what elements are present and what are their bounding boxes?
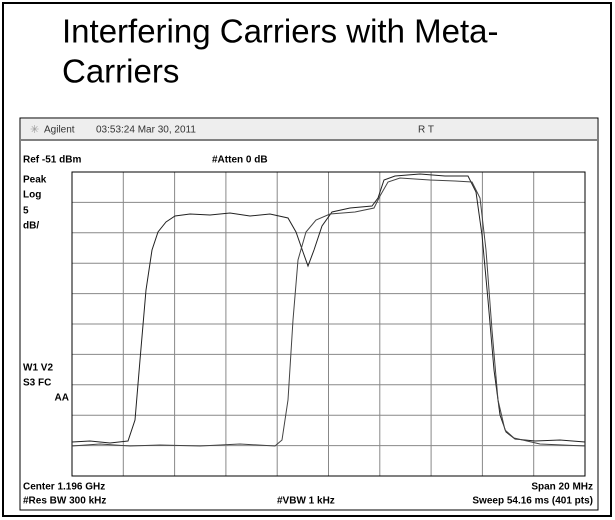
plot-frame <box>71 171 586 477</box>
screenshot-frame <box>19 117 599 511</box>
brand: Agilent <box>44 125 75 136</box>
brand-icon: ✳ <box>30 124 39 136</box>
ref-level: Ref -51 dBm <box>23 155 81 166</box>
side-label: dB/ <box>23 221 39 232</box>
vbw: #VBW 1 kHz <box>277 496 335 507</box>
side-label: Log <box>23 190 41 201</box>
side-label: 5 <box>23 206 29 217</box>
graticule <box>72 172 585 476</box>
sweep: Sweep 54.16 ms (401 pts) <box>472 496 593 507</box>
marker-label: AA <box>55 393 69 404</box>
title-line: Carriers <box>62 53 179 90</box>
center-freq: Center 1.196 GHz <box>23 482 105 493</box>
side-label: Peak <box>23 175 47 186</box>
title-line: Interfering Carriers with Meta- <box>62 13 498 50</box>
span: Span 20 MHz <box>531 482 593 493</box>
header-bar <box>21 119 597 139</box>
marker-label: W1 V2 <box>23 363 53 374</box>
trace <box>71 173 586 444</box>
flags: R T <box>418 125 434 136</box>
trace <box>71 177 586 447</box>
res-bw: #Res BW 300 kHz <box>23 496 106 507</box>
attenuation: #Atten 0 dB <box>212 155 268 166</box>
timestamp: 03:53:24 Mar 30, 2011 <box>96 125 196 136</box>
marker-label: S3 FC <box>23 378 51 389</box>
